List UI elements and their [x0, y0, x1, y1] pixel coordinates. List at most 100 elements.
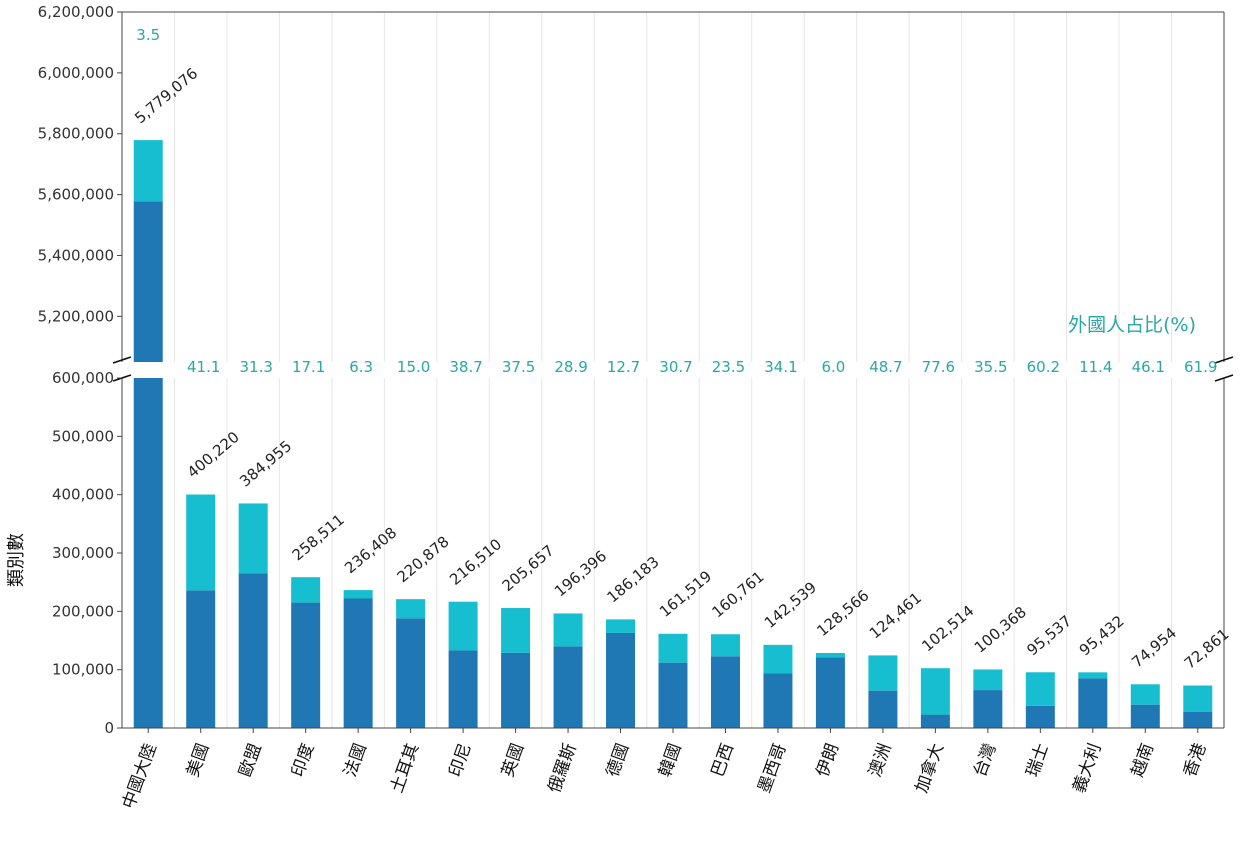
- x-tick-label: 俄羅斯: [545, 741, 581, 796]
- total-label: 161,519: [656, 567, 715, 621]
- foreign-pct-title: 外國人占比(%): [1068, 314, 1196, 336]
- x-tick-label: 中國大陸: [119, 741, 161, 812]
- foreign-pct-label: 38.7: [449, 358, 482, 376]
- y-tick-label: 0: [104, 719, 114, 737]
- y-tick-label: 5,800,000: [38, 125, 114, 143]
- bar-domestic: [1078, 678, 1108, 728]
- x-tick-label: 香港: [1180, 741, 1210, 780]
- total-label: 95,537: [1023, 612, 1075, 660]
- bar-domestic: [815, 657, 845, 728]
- axis-break-mark-right: [1214, 374, 1234, 382]
- x-tick-label: 韓國: [655, 741, 685, 780]
- bar-domestic: [710, 656, 740, 728]
- total-label: 196,396: [551, 547, 610, 601]
- foreign-pct-label: 3.5: [136, 26, 160, 44]
- bar-domestic: [448, 650, 478, 728]
- foreign-pct-label: 17.1: [292, 358, 325, 376]
- foreign-pct-label: 48.7: [869, 358, 902, 376]
- y-tick-label: 5,400,000: [38, 246, 114, 264]
- x-tick-label: 美國: [183, 741, 213, 780]
- bar-domestic: [868, 690, 898, 728]
- bar-domestic: [973, 690, 1003, 728]
- bar-foreign: [658, 633, 688, 663]
- y-tick-label: 200,000: [52, 602, 114, 620]
- y-tick-label: 300,000: [52, 544, 114, 562]
- bar-foreign: [343, 590, 373, 599]
- bar-domestic: [343, 598, 373, 728]
- x-tick-label: 印尼: [445, 741, 475, 780]
- x-tick-label: 澳洲: [865, 741, 895, 780]
- x-tick-label: 歐盟: [235, 741, 265, 780]
- x-axis: 中國大陸 美國 歐盟 印度 法國 土耳其 印尼 英國 俄羅斯 德國 韓國 巴西 墨西哥 伊朗 澳洲 加拿大 台灣…: [119, 728, 1210, 812]
- bar-foreign: [1078, 672, 1108, 679]
- foreign-pct-label: 34.1: [764, 358, 797, 376]
- foreign-pct-label: 12.7: [607, 358, 640, 376]
- bar-domestic: [920, 714, 950, 728]
- total-label: 186,183: [604, 553, 663, 607]
- x-tick-label: 義大利: [1069, 741, 1105, 796]
- x-tick-label: 加拿大: [911, 741, 948, 796]
- x-tick-label: 越南: [1128, 741, 1158, 780]
- bar-domestic: [291, 602, 321, 728]
- bar-foreign: [501, 608, 531, 653]
- x-tick-label: 伊朗: [813, 741, 843, 780]
- foreign-pct-label: 61.9: [1184, 358, 1217, 376]
- y-axis-label: 類別數: [6, 533, 27, 587]
- foreign-pct-label: 28.9: [554, 358, 587, 376]
- bar-domestic: [658, 662, 688, 728]
- x-tick-label: 瑞士: [1023, 741, 1053, 780]
- foreign-pct-label: 31.3: [239, 358, 272, 376]
- foreign-pct-label: 46.1: [1132, 358, 1165, 376]
- bar-foreign: [710, 634, 740, 657]
- data-labels: 5,779,076 3.5 400,220 41.1 384,955 31.3 258,51…: [131, 26, 1232, 673]
- bar-domestic-lower: [133, 378, 163, 728]
- bar-foreign: [868, 655, 898, 691]
- bar-domestic: [186, 590, 216, 728]
- bar-foreign: [1183, 685, 1213, 712]
- bar-foreign: [186, 494, 216, 591]
- bar-foreign: [920, 668, 950, 715]
- total-label: 216,510: [446, 535, 505, 589]
- total-label: 124,461: [866, 589, 925, 643]
- bar-domestic: [763, 673, 793, 728]
- bar-domestic: [1025, 705, 1055, 728]
- y-tick-label: 600,000: [52, 369, 114, 387]
- total-label: 160,761: [708, 568, 767, 622]
- foreign-pct-label: 41.1: [187, 358, 220, 376]
- x-tick-label: 巴西: [708, 741, 738, 780]
- foreign-pct-label: 15.0: [397, 358, 430, 376]
- total-label: 100,368: [971, 603, 1030, 657]
- bar-foreign: [815, 653, 845, 658]
- y-tick-label: 6,200,000: [38, 3, 114, 21]
- x-tick-label: 墨西哥: [754, 741, 790, 796]
- bar-foreign: [448, 601, 478, 651]
- y-tick-label: 400,000: [52, 486, 114, 504]
- y-tick-label: 6,000,000: [38, 64, 114, 82]
- foreign-pct-label: 35.5: [974, 358, 1007, 376]
- bar-foreign-upper: [133, 140, 163, 202]
- bar-foreign: [1025, 672, 1055, 706]
- y-axis: 5,200,000 5,400,000 5,600,000 5,800,000 6,00…: [38, 3, 122, 737]
- foreign-pct-label: 30.7: [659, 358, 692, 376]
- bar-domestic: [1130, 704, 1160, 728]
- gridlines: [173, 12, 1173, 728]
- foreign-pct-label: 77.6: [922, 358, 955, 376]
- x-tick-label: 德國: [603, 741, 633, 780]
- x-tick-label: 英國: [498, 741, 528, 780]
- total-label: 142,539: [761, 578, 820, 632]
- x-tick-label: 土耳其: [387, 741, 423, 796]
- total-label: 102,514: [918, 602, 977, 656]
- x-tick-label: 法國: [340, 741, 370, 780]
- axis-break-mark-left: [112, 356, 132, 364]
- y-tick-label: 500,000: [52, 427, 114, 445]
- total-label: 400,220: [184, 428, 243, 482]
- foreign-pct-label: 6.0: [821, 358, 845, 376]
- foreign-pct-label: 37.5: [502, 358, 535, 376]
- bar-domestic-upper: [133, 201, 163, 362]
- y-tick-label: 5,200,000: [38, 307, 114, 325]
- total-label: 74,954: [1128, 624, 1180, 672]
- foreign-pct-label: 11.4: [1079, 358, 1112, 376]
- x-tick-label: 台灣: [970, 741, 1000, 780]
- y-tick-label: 5,600,000: [38, 186, 114, 204]
